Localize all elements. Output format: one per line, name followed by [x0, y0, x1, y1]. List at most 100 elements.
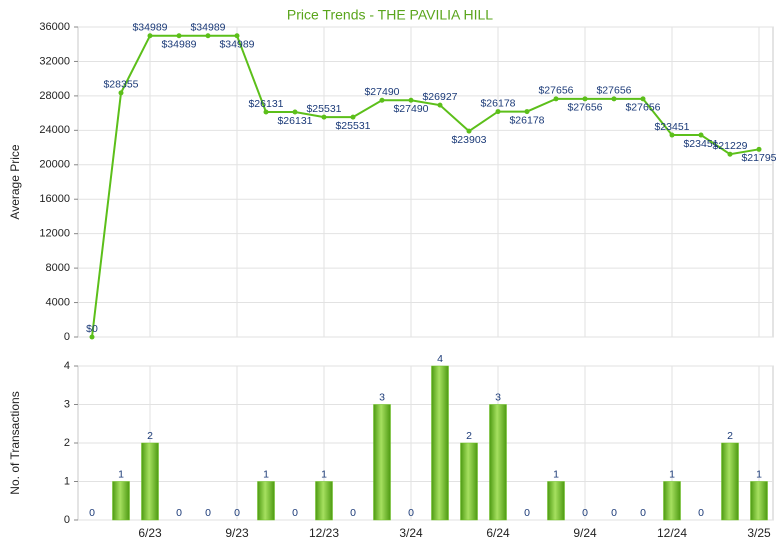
- point: [495, 109, 501, 115]
- x-tick-label: 9/24: [573, 526, 597, 540]
- point: [379, 97, 385, 103]
- x-tick-label: 6/24: [486, 526, 510, 540]
- value-label: $34989: [161, 38, 196, 50]
- value-label: 4: [437, 353, 443, 365]
- y-tick-label: 32000: [39, 55, 70, 67]
- y-tick-label: 24000: [39, 124, 70, 136]
- point: [553, 96, 559, 102]
- point: [292, 109, 298, 115]
- y-tick-label: 0: [64, 514, 70, 526]
- value-label: 1: [553, 468, 559, 480]
- point: [698, 132, 704, 138]
- value-label: $27656: [625, 102, 660, 114]
- y-tick-label: 0: [64, 331, 70, 343]
- bar: [257, 481, 275, 521]
- value-label: 0: [176, 507, 182, 519]
- x-tick-label: 12/23: [309, 526, 339, 540]
- y-tick-label: 2: [64, 437, 70, 449]
- value-label: 1: [118, 468, 124, 480]
- value-label: 0: [640, 507, 646, 519]
- value-label: $27490: [364, 86, 399, 98]
- value-label: 1: [756, 468, 762, 480]
- value-label: $23451: [654, 121, 689, 133]
- bar: [547, 481, 565, 521]
- value-label: 0: [524, 507, 530, 519]
- value-label: $21229: [712, 140, 747, 152]
- value-label: 0: [292, 507, 298, 519]
- point: [89, 334, 95, 340]
- y-tick-label: 4: [64, 360, 70, 372]
- value-label: 0: [350, 507, 356, 519]
- bar: [315, 481, 333, 521]
- point: [727, 151, 733, 157]
- y-tick-label: 1: [64, 475, 70, 487]
- x-tick-label: 6/23: [138, 526, 162, 540]
- value-label: 3: [495, 391, 501, 403]
- value-label: 1: [263, 468, 269, 480]
- point: [611, 96, 617, 102]
- point: [437, 102, 443, 108]
- point: [176, 33, 182, 39]
- value-label: $23451: [683, 138, 718, 150]
- y-tick-label: 20000: [39, 159, 70, 171]
- value-label: $26178: [480, 97, 515, 109]
- chart-title: Price Trends - THE PAVILIA HILL: [287, 7, 493, 23]
- price-line: [91, 34, 760, 338]
- value-label: 0: [698, 507, 704, 519]
- bar: [663, 481, 681, 521]
- y-axis-title: Average Price: [8, 144, 22, 219]
- point: [321, 114, 327, 120]
- x-tick-label: 12/24: [657, 526, 687, 540]
- y-tick-label: 36000: [39, 21, 70, 33]
- y-tick-label: 28000: [39, 90, 70, 102]
- value-label: 0: [234, 507, 240, 519]
- y-tick-label: 12000: [39, 228, 70, 240]
- y-axis-title: No. of Transactions: [8, 391, 22, 494]
- value-label: 0: [89, 507, 95, 519]
- y-tick-label: 4000: [46, 296, 70, 308]
- value-label: $21795: [741, 152, 776, 164]
- value-label: $26131: [248, 98, 283, 110]
- bar: [373, 404, 391, 521]
- y-tick-label: 8000: [46, 262, 70, 274]
- value-label: 3: [379, 391, 385, 403]
- value-label: 2: [466, 430, 472, 442]
- point: [524, 109, 530, 115]
- value-label: $27656: [596, 85, 631, 97]
- point: [669, 132, 675, 138]
- x-tick-label: 3/24: [399, 526, 423, 540]
- point: [205, 33, 211, 39]
- value-label: $27656: [538, 85, 573, 97]
- bar: [489, 404, 507, 521]
- value-label: 0: [408, 507, 414, 519]
- point: [756, 146, 762, 152]
- value-label: $27656: [567, 102, 602, 114]
- bar: [112, 481, 130, 521]
- value-label: $25531: [335, 120, 370, 132]
- x-tick-label: 9/23: [225, 526, 249, 540]
- bar: [141, 442, 159, 521]
- value-label: 0: [582, 507, 588, 519]
- point: [466, 128, 472, 134]
- value-label: $34989: [190, 21, 225, 33]
- bar: [750, 481, 768, 521]
- value-label: $25531: [306, 103, 341, 115]
- value-label: 2: [147, 430, 153, 442]
- point: [350, 114, 356, 120]
- y-tick-label: 16000: [39, 193, 70, 205]
- y-tick-label: 3: [64, 398, 70, 410]
- value-label: $34989: [132, 21, 167, 33]
- value-label: $34989: [219, 38, 254, 50]
- point: [640, 96, 646, 102]
- point: [147, 33, 153, 39]
- value-label: $27490: [393, 103, 428, 115]
- bar: [431, 365, 449, 521]
- value-label: $28355: [103, 79, 138, 91]
- value-label: $26927: [422, 91, 457, 103]
- value-label: 1: [669, 468, 675, 480]
- point: [234, 33, 240, 39]
- value-label: 0: [205, 507, 211, 519]
- value-label: $23903: [451, 134, 486, 146]
- x-tick-label: 3/25: [747, 526, 771, 540]
- value-label: 1: [321, 468, 327, 480]
